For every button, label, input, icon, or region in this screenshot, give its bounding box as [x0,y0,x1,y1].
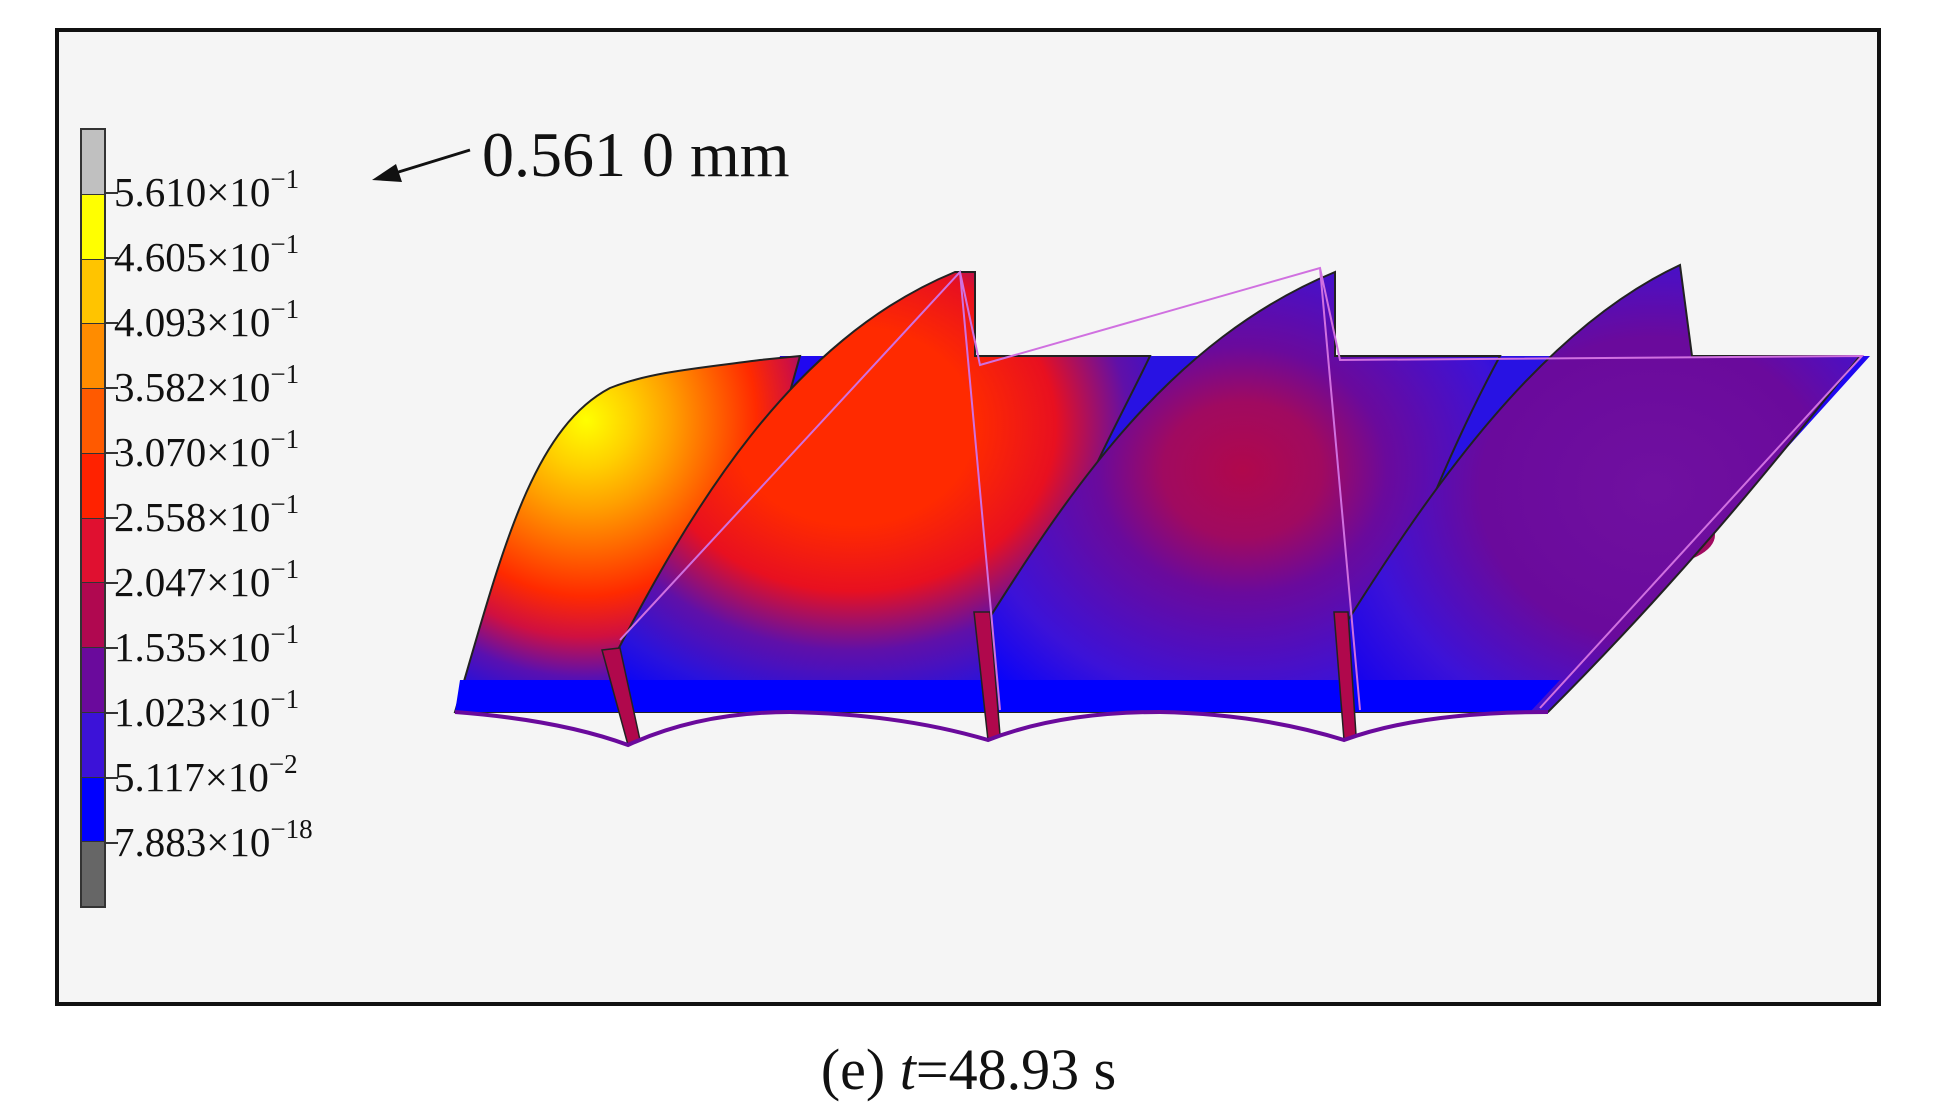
caption-label: (e) [820,1037,900,1102]
legend-label: 5.117×10−2 [114,749,298,800]
legend-tick [106,192,118,194]
legend-swatch [82,648,104,713]
legend-swatch [82,389,104,454]
undeformed-outline [619,266,1865,711]
color-legend-bar [80,128,106,908]
legend-tick [106,517,118,519]
legend-swatch [82,518,104,584]
max-displacement-label: 0.561 0 mm [482,119,790,190]
legend-tick [106,452,118,454]
caption-variable: t [899,1037,916,1102]
figure-caption: (e) t=48.93 s [0,1036,1937,1103]
caption-value: =48.93 s [915,1037,1117,1102]
legend-swatch [82,777,104,843]
legend-tick [106,387,118,389]
legend-label: 4.093×10−1 [114,294,300,345]
annotation-arrow [391,148,471,176]
legend-tick [106,582,118,584]
bottom-edge [454,709,1549,748]
legend-tick [106,842,118,844]
legend-tick [106,712,118,714]
annotation-arrow-head [372,164,402,182]
bottom-band [455,680,1560,712]
legend-label: 1.023×10−1 [114,684,300,735]
legend-label: 5.610×10−1 [114,164,300,215]
legend-label: 3.582×10−1 [114,359,300,410]
legend-swatch [82,842,104,906]
legend-tick [106,257,118,259]
legend-label: 2.558×10−1 [114,489,300,540]
legend-tick [106,647,118,649]
legend-tick [106,777,118,779]
legend-label: 2.047×10−1 [114,554,300,605]
legend-label: 1.535×10−1 [114,619,300,670]
legend-label: 4.605×10−1 [114,229,300,280]
legend-tick [106,322,118,324]
legend-swatch [82,194,104,260]
legend-swatch [82,583,104,648]
legend-swatch [82,324,104,389]
legend-swatch [82,712,104,778]
legend-swatch [82,259,104,325]
legend-swatch [82,130,104,195]
legend-label: 3.070×10−1 [114,424,300,475]
legend-swatch [82,453,104,519]
legend-label: 7.883×10−18 [114,814,313,865]
